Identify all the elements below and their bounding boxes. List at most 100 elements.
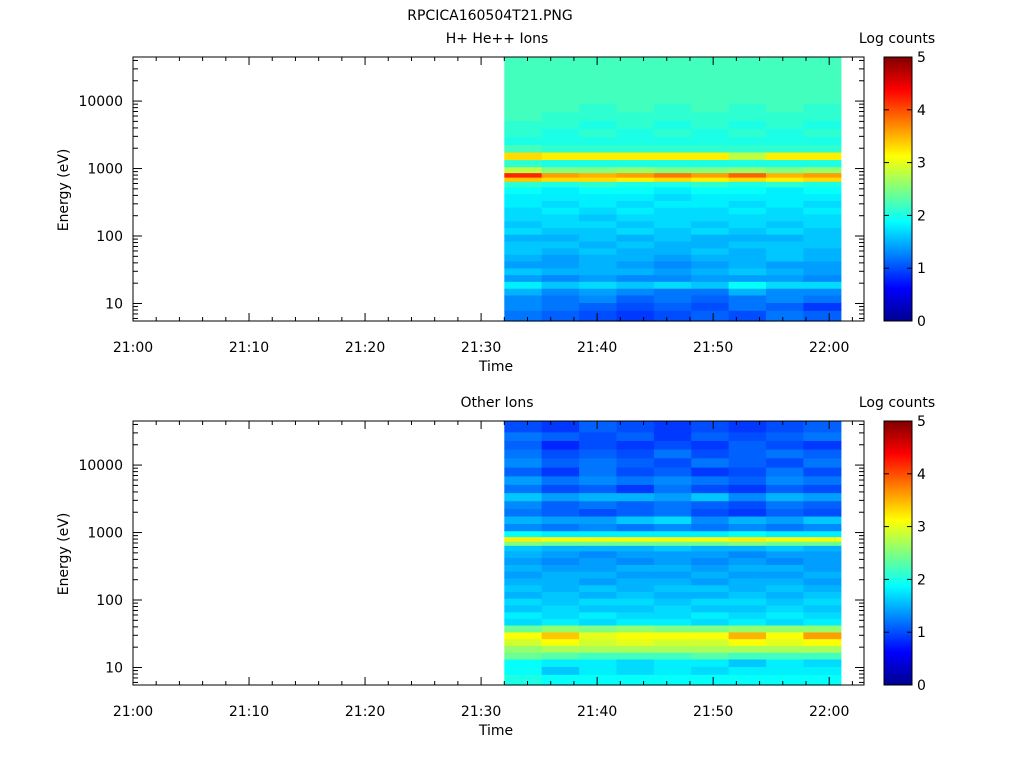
heatmap-cell — [803, 144, 842, 153]
heatmap-cell — [803, 76, 842, 86]
heatmap-cell — [728, 207, 767, 215]
heatmap-cell — [803, 658, 842, 667]
heatmap-cell — [728, 631, 767, 640]
y-axis-ticks: 10 100 1000 10000 — [78, 59, 864, 319]
panel-title: H+ He++ Ions — [446, 31, 549, 47]
heatmap-cell — [803, 254, 842, 262]
heatmap-cell — [541, 207, 580, 215]
heatmap-cell — [766, 466, 805, 477]
heatmap-cell — [504, 638, 543, 646]
heatmap-cell — [504, 267, 543, 276]
heatmap-cell — [541, 274, 580, 282]
heatmap-cell — [541, 151, 580, 161]
heatmap-cell — [803, 220, 842, 228]
heatmap-cell — [579, 186, 618, 195]
heatmap-cell — [653, 274, 692, 282]
heatmap-cell — [616, 144, 655, 153]
heatmap-cell — [766, 144, 805, 153]
heatmap-cell — [541, 240, 580, 249]
heatmap-cell — [803, 523, 842, 532]
heatmap-cell — [691, 674, 730, 686]
heatmap-cell — [541, 618, 580, 626]
heatmap-cell — [653, 67, 692, 77]
heatmap-cell — [728, 310, 767, 322]
x-tick-label: 21:40 — [577, 340, 617, 356]
heatmap-cell — [616, 577, 655, 586]
heatmap-cells — [504, 57, 842, 322]
heatmap-cell — [616, 136, 655, 145]
heatmap-cell — [766, 57, 805, 69]
heatmap-cell — [653, 523, 692, 532]
colorbar-tick-label: 2 — [917, 208, 926, 224]
heatmap-cell — [579, 240, 618, 249]
heatmap-cell — [691, 67, 730, 77]
heatmap-cell — [803, 652, 842, 660]
heatmap-cell — [541, 200, 580, 208]
heatmap-cell — [766, 260, 805, 269]
heatmap-cell — [579, 421, 618, 433]
heatmap-cell — [653, 541, 692, 546]
heatmap-cell — [616, 557, 655, 565]
heatmap-cell — [691, 240, 730, 249]
heatmap-cell — [691, 213, 730, 222]
heatmap-cell — [803, 111, 842, 121]
heatmap-cell — [579, 484, 618, 494]
heatmap-cell — [579, 172, 618, 178]
heatmap-cell — [541, 177, 580, 182]
heatmap-cell — [616, 440, 655, 450]
heatmap-cell — [803, 227, 842, 235]
heatmap-cell — [504, 288, 543, 296]
heatmap-cell — [766, 310, 805, 322]
heatmap-cell — [541, 57, 580, 69]
heatmap-cell — [579, 213, 618, 222]
heatmap-cell — [766, 76, 805, 86]
panel-title: Other Ions — [460, 395, 533, 411]
heatmap-cell — [579, 247, 618, 255]
heatmap-cell — [579, 260, 618, 269]
heatmap-cell — [803, 181, 842, 188]
heatmap-cell — [541, 624, 580, 633]
heatmap-cell — [504, 666, 543, 675]
heatmap-cell — [616, 193, 655, 201]
heatmap-cell — [541, 111, 580, 121]
heatmap-cell — [766, 631, 805, 640]
heatmap-cell — [803, 457, 842, 468]
heatmap-cell — [541, 448, 580, 459]
heatmap-cell — [766, 227, 805, 235]
heatmap-cell — [504, 274, 543, 282]
heatmap-cell — [653, 530, 692, 538]
y-axis-label: Energy (eV) — [56, 149, 72, 232]
heatmap-cell — [616, 166, 655, 174]
heatmap-cell — [728, 57, 767, 69]
heatmap-cell — [616, 598, 655, 606]
heatmap-cell — [803, 674, 842, 686]
heatmap-cell — [728, 421, 767, 433]
heatmap-cell — [504, 564, 543, 572]
heatmap-cell — [728, 234, 767, 242]
heatmap-cell — [691, 618, 730, 626]
heatmap-cell — [579, 508, 618, 517]
heatmap-cell — [541, 76, 580, 86]
heatmap-cell — [728, 666, 767, 675]
heatmap-cell — [728, 541, 767, 546]
heatmap-cell — [728, 67, 767, 77]
heatmap-cell — [541, 604, 580, 613]
heatmap-cell — [616, 500, 655, 509]
heatmap-cell — [766, 618, 805, 626]
heatmap-cell — [766, 457, 805, 468]
heatmap-cell — [504, 227, 543, 235]
heatmap-cell — [766, 564, 805, 572]
heatmap-cell — [691, 128, 730, 138]
colorbar-tick-label: 4 — [917, 467, 926, 483]
heatmap-cell — [579, 267, 618, 276]
heatmap-cell — [691, 564, 730, 572]
heatmap-cell — [803, 500, 842, 509]
heatmap-cell — [504, 172, 543, 178]
heatmap-cell — [504, 84, 543, 95]
heatmap-cell — [766, 530, 805, 538]
heatmap-cell — [803, 128, 842, 138]
heatmap-cell — [541, 652, 580, 660]
heatmap-cell — [616, 515, 655, 525]
heatmap-cell — [691, 571, 730, 579]
